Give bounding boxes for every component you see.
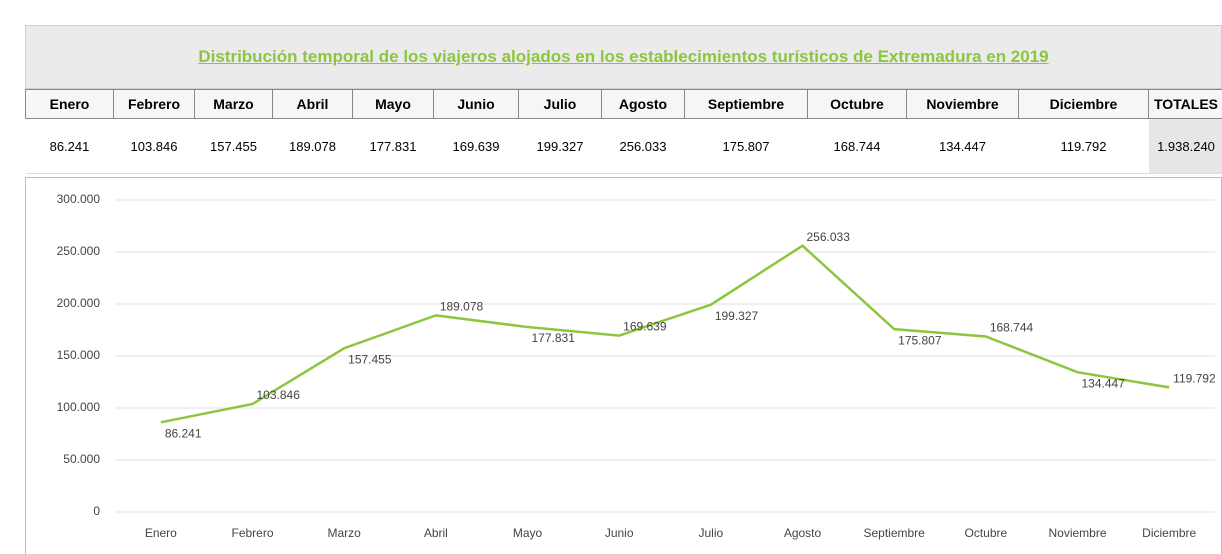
cell: 199.327 [518, 118, 602, 174]
title: Distribución temporal de los viajeros al… [25, 25, 1222, 89]
panel: Distribución temporal de los viajeros al… [25, 25, 1222, 554]
x-tick-label: Febrero [231, 526, 273, 540]
column-header: Abril [272, 89, 353, 119]
column-header: Febrero [113, 89, 195, 119]
column-header: Junio [433, 89, 519, 119]
line [160, 244, 1170, 424]
cell: 168.744 [807, 118, 907, 174]
cell: 157.455 [194, 118, 273, 174]
column-header: Mayo [352, 89, 434, 119]
data-label: 168.744 [990, 321, 1034, 335]
y-tick-label: 200.000 [57, 296, 101, 310]
column-header: Octubre [807, 89, 907, 119]
data-label: 169.639 [623, 320, 667, 334]
x-tick-label: Noviembre [1048, 526, 1106, 540]
cell: 169.639 [433, 118, 519, 174]
data-label: 199.327 [715, 309, 759, 323]
x-tick-label: Abril [424, 526, 448, 540]
x-tick-label: Diciembre [1142, 526, 1196, 540]
cell: 86.241 [25, 118, 114, 174]
x-tick-label: Marzo [327, 526, 361, 540]
cell: 177.831 [352, 118, 434, 174]
chart: 0 50.000 100.000 150.000 200.000 250.000 300.0… [25, 177, 1222, 554]
cell: 119.792 [1018, 118, 1149, 174]
data-label: 119.792 [1173, 372, 1216, 386]
x-tick-label: Octubre [964, 526, 1007, 540]
column-header: Agosto [601, 89, 685, 119]
data-label: 103.846 [257, 388, 301, 402]
x-tick-label: Septiembre [863, 526, 925, 540]
cell: 134.447 [906, 118, 1019, 174]
data-label: 177.831 [532, 331, 576, 345]
column-header: Julio [518, 89, 602, 119]
cell: 189.078 [272, 118, 353, 174]
y-tick-label: 250.000 [57, 244, 101, 258]
cell: 1.938.240 [1148, 118, 1222, 174]
x-tick-label: Junio [605, 526, 634, 540]
y-tick-label: 50.000 [63, 452, 100, 466]
column-header: Marzo [194, 89, 273, 119]
chart-frame [25, 177, 1222, 554]
data-label: 256.033 [807, 230, 851, 244]
cell: 103.846 [113, 118, 195, 174]
data-table: Enero Febrero Marzo Abril Mayo Junio Julio Agos… [25, 89, 1222, 174]
column-header: Enero [25, 89, 114, 119]
column-header: TOTALES [1148, 89, 1222, 119]
y-tick-label: 100.000 [57, 400, 101, 414]
x-tick-label: Enero [145, 526, 177, 540]
x-tick-label: Agosto [784, 526, 822, 540]
column-header: Septiembre [684, 89, 808, 119]
data-label: 134.447 [1082, 376, 1126, 390]
data-label: 175.807 [898, 333, 942, 347]
y-tick-label: 150.000 [57, 348, 101, 362]
cell: 175.807 [684, 118, 808, 174]
y-tick-label: 0 [93, 504, 100, 518]
cell: 256.033 [601, 118, 685, 174]
x-tick-label: Mayo [513, 526, 543, 540]
data-label: 86.241 [165, 426, 202, 440]
column-header: Noviembre [906, 89, 1019, 119]
column-header: Diciembre [1018, 89, 1149, 119]
data-label: 189.078 [440, 300, 484, 314]
y-tick-label: 300.000 [57, 192, 101, 206]
x-tick-label: Julio [698, 526, 723, 540]
data-label: 157.455 [348, 352, 392, 366]
